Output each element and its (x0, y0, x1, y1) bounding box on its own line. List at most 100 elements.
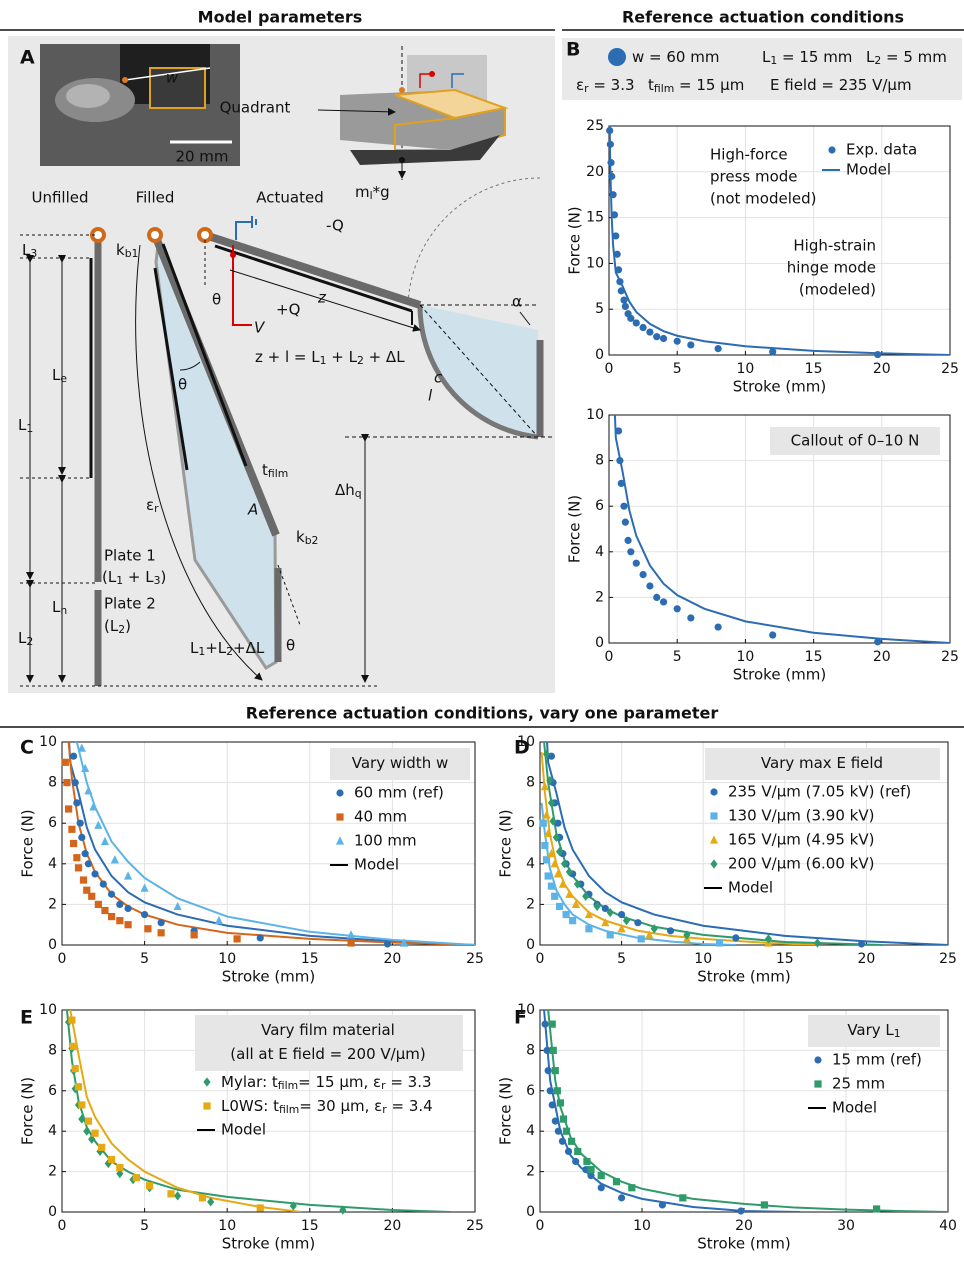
data-point (614, 266, 623, 274)
x-tick-label: 0 (536, 1218, 545, 1234)
text-part: t (648, 76, 654, 94)
data-point (551, 892, 559, 900)
data-point (874, 350, 882, 359)
diagram-label: L3 (22, 241, 37, 261)
x-tick-label: 40 (939, 1218, 957, 1234)
model-line (543, 1010, 801, 1212)
data-point (544, 828, 553, 837)
header: Reference actuation conditions (622, 8, 904, 27)
photo (40, 44, 240, 166)
x-tick-label: 10 (694, 951, 712, 967)
diagram-label: l (428, 387, 433, 405)
text-part: L0WS: t (221, 1097, 279, 1115)
x-tick-label: 15 (301, 1218, 319, 1234)
text-part: Mylar: t (221, 1073, 278, 1091)
data-point (157, 919, 165, 927)
legend-title-box (808, 1015, 940, 1047)
data-point (597, 1184, 605, 1192)
text-part: 2 (118, 623, 125, 636)
x-axis-label: Stroke (mm) (697, 1235, 791, 1253)
y-axis-label: Force (N) (566, 495, 584, 563)
text-part: ε (146, 496, 154, 514)
data-point (69, 752, 78, 760)
data-point (639, 323, 647, 332)
diagram-label: (L2) (104, 617, 131, 637)
x-tick-label: 25 (466, 951, 484, 967)
y-tick-label: 0 (526, 1204, 535, 1220)
axes-frame (61, 741, 476, 946)
data-point (608, 172, 616, 180)
data-point (637, 935, 645, 943)
data-point (732, 934, 740, 942)
data-point (620, 502, 628, 510)
data-point (100, 836, 110, 846)
y-tick-label: 10 (39, 1002, 57, 1018)
data-point (621, 302, 629, 311)
data-point (71, 1064, 79, 1073)
diagram-label: Plate 2 (104, 595, 156, 613)
y-axis-label: Force (N) (19, 1077, 37, 1145)
data-point (198, 1194, 207, 1202)
text-part: L (18, 416, 27, 434)
data-point (256, 1204, 264, 1212)
data-point (548, 1101, 556, 1109)
data-point (347, 939, 355, 947)
data-point (256, 934, 264, 942)
data-point (679, 1194, 687, 1202)
text-part: 1 (894, 1027, 901, 1040)
legend-title: Vary width w (352, 754, 448, 772)
legend-title: (all at E field = 200 V/µm) (230, 1045, 425, 1063)
data-point (81, 763, 90, 772)
data-point (383, 940, 392, 948)
data-point (77, 743, 86, 752)
data-point (564, 1147, 573, 1155)
data-point (593, 901, 601, 912)
diagram-label: Unfilled (31, 189, 88, 207)
text-part: + L (326, 348, 357, 366)
x-tick-label: 10 (218, 951, 236, 967)
data-point (764, 934, 773, 944)
legend-label: 15 mm (ref) (832, 1051, 922, 1069)
diagram-label: θ (178, 376, 187, 394)
diagram-label: z (317, 289, 327, 307)
text-part: b2 (305, 534, 319, 547)
y-tick-label: 6 (48, 815, 57, 831)
legend-swatch (203, 1102, 211, 1110)
x-tick-label: 20 (383, 1218, 401, 1234)
x-tick-label: 10 (218, 1218, 236, 1234)
x-tick-label: 0 (58, 1218, 67, 1234)
text-part: = 3.3 (386, 1073, 432, 1091)
x-tick-label: 20 (735, 1218, 753, 1234)
diagram-label: A (247, 501, 258, 519)
data-point (562, 910, 570, 919)
data-point (78, 1114, 86, 1124)
y-tick-label: 10 (517, 1002, 535, 1018)
data-point (116, 1169, 124, 1179)
text-part: Vary max E field (761, 754, 883, 772)
y-tick-label: 4 (595, 544, 604, 560)
y-tick-label: 8 (48, 1042, 57, 1058)
data-point (541, 1020, 549, 1028)
diagram-label: α (512, 293, 522, 311)
y-tick-label: 10 (39, 734, 57, 750)
data-point (587, 1165, 595, 1174)
y-tick-label: 10 (586, 407, 604, 423)
diagram-label: kb2 (296, 528, 318, 548)
legend-label: 60 mm (ref) (354, 784, 444, 802)
y-tick-label: 0 (48, 937, 57, 953)
data-point (607, 159, 615, 167)
data-point (124, 921, 132, 929)
annotation-box (770, 427, 940, 455)
text-part: L (866, 48, 875, 66)
quadrant-illustration (317, 46, 509, 180)
text-part: L (18, 629, 27, 647)
text-part: Vary L (847, 1021, 894, 1039)
actuated-actuator (197, 177, 555, 440)
data-point (556, 1099, 564, 1107)
diagram-label: Δhq (335, 481, 362, 501)
parameter: E field = 235 V/µm (770, 76, 912, 94)
data-point (63, 779, 71, 787)
data-point (583, 1157, 591, 1166)
text-part: r (584, 82, 589, 95)
